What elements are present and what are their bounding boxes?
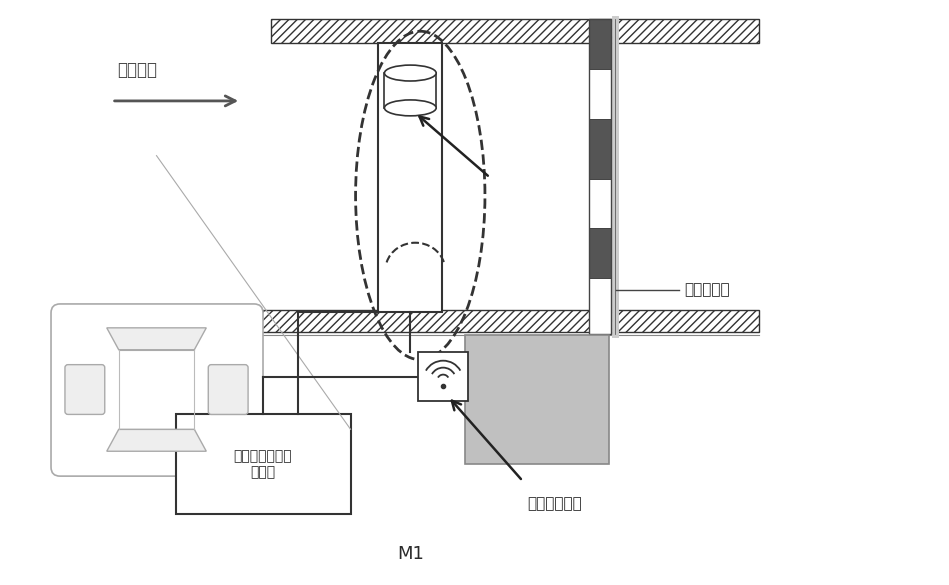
Bar [589, 278, 611, 334]
Ellipse shape [384, 65, 437, 81]
Bar [465, 335, 609, 464]
Text: 行车方向: 行车方向 [117, 61, 157, 79]
Bar [589, 119, 611, 178]
Bar [271, 19, 758, 43]
Bar [379, 43, 442, 312]
Text: 地磁车检器: 地磁车检器 [684, 283, 730, 298]
Text: 逻辑判断和信号
处理器: 逻辑判断和信号 处理器 [233, 449, 292, 479]
Bar [132, 310, 758, 332]
Text: M1: M1 [397, 545, 424, 563]
Bar [177, 414, 350, 514]
Bar [589, 19, 611, 69]
Bar [589, 228, 611, 278]
FancyBboxPatch shape [51, 304, 263, 476]
Text: 雷达检测单元: 雷达检测单元 [528, 496, 583, 511]
Ellipse shape [384, 100, 437, 116]
FancyBboxPatch shape [208, 364, 248, 414]
Bar [589, 19, 611, 334]
Bar [419, 352, 468, 401]
Bar [589, 178, 611, 228]
Bar [589, 69, 611, 119]
Polygon shape [106, 429, 206, 451]
FancyBboxPatch shape [65, 364, 104, 414]
Polygon shape [106, 328, 206, 350]
Bar [384, 73, 437, 108]
